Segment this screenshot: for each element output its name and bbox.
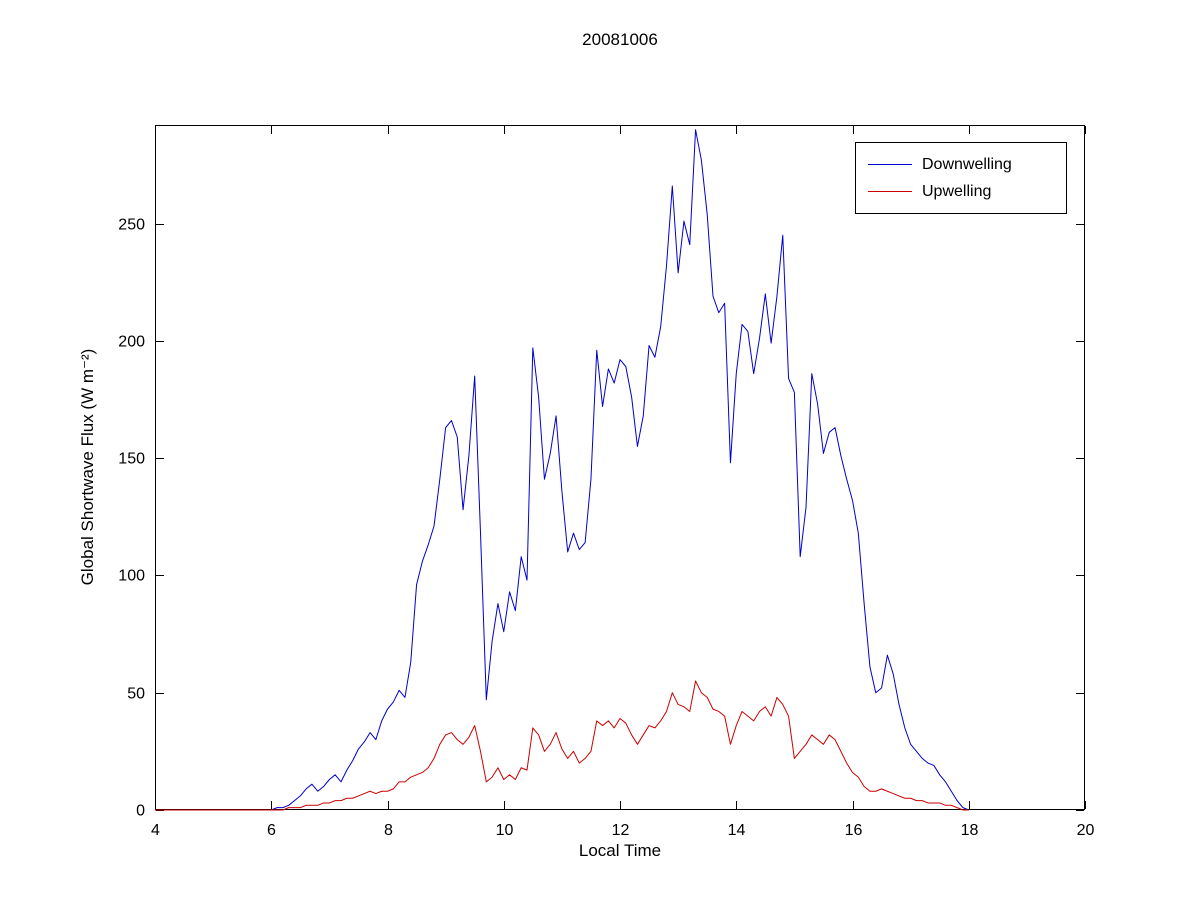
- series-line-downwelling: [155, 129, 969, 811]
- y-tick-label: 250: [118, 217, 145, 234]
- y-tick-label: 50: [127, 686, 145, 703]
- plot-box: 4 6 8 10 12 14 16 18 20 0 50 100 150 200 250 Downwelli…: [118, 125, 1095, 839]
- legend-item-upwelling: Upwelling: [856, 178, 1066, 205]
- y-tick-label: 150: [118, 451, 145, 468]
- x-tick-label: 18: [961, 822, 979, 839]
- downwelling-line-swatch: [868, 164, 912, 165]
- legend-item-downwelling: Downwelling: [856, 151, 1066, 178]
- axes-frame: [155, 125, 1085, 810]
- y-axis-label: Global Shortwave Flux (W m⁻²): [78, 348, 97, 586]
- x-tick-label: 14: [728, 822, 746, 839]
- series-line-upwelling: [155, 680, 969, 811]
- y-tick-label: 100: [118, 568, 145, 585]
- x-axis-label: Local Time: [578, 841, 662, 860]
- x-tick-label: 16: [845, 822, 863, 839]
- y-tick-label: 200: [118, 334, 145, 351]
- x-tick-label: 10: [496, 822, 514, 839]
- legend-label-upwelling: Upwelling: [922, 182, 992, 200]
- x-tick-label: 20: [1077, 822, 1095, 839]
- legend: Downwelling Upwelling: [855, 142, 1067, 214]
- x-tick-label: 12: [612, 822, 630, 839]
- legend-label-downwelling: Downwelling: [922, 155, 1012, 173]
- chart-title: 20081006: [582, 30, 658, 49]
- upwelling-line-swatch: [868, 191, 912, 192]
- y-tick-label: 0: [136, 803, 145, 820]
- x-tick-label: 6: [267, 822, 276, 839]
- x-tick-label: 8: [384, 822, 393, 839]
- x-tick-label: 4: [151, 822, 160, 839]
